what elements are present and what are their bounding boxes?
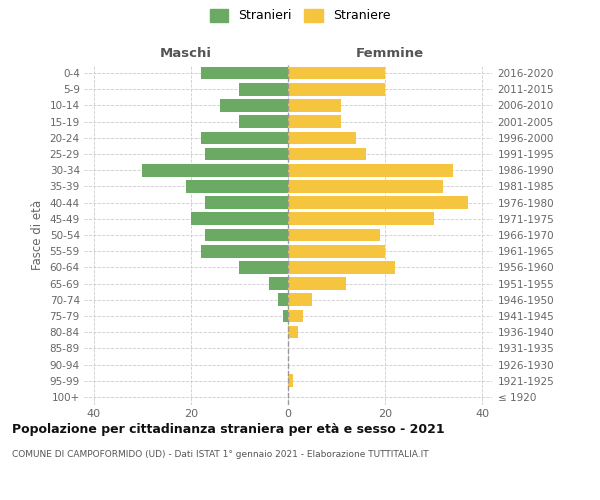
Bar [288,180,443,192]
Y-axis label: Fasce di età: Fasce di età [31,200,44,270]
Bar [269,278,288,290]
Bar [288,83,385,96]
Text: Femmine: Femmine [356,47,424,60]
Bar [288,261,395,274]
Bar [186,180,288,192]
Bar [278,294,288,306]
Bar [200,132,288,144]
Bar [239,83,288,96]
Text: Maschi: Maschi [160,47,212,60]
Bar [288,99,341,112]
Bar [288,245,385,258]
Bar [288,326,298,338]
Text: COMUNE DI CAMPOFORMIDO (UD) - Dati ISTAT 1° gennaio 2021 - Elaborazione TUTTITAL: COMUNE DI CAMPOFORMIDO (UD) - Dati ISTAT… [12,450,428,459]
Bar [288,374,293,387]
Bar [239,116,288,128]
Bar [288,310,302,322]
Bar [288,67,385,80]
Legend: Stranieri, Straniere: Stranieri, Straniere [209,8,391,22]
Bar [239,261,288,274]
Bar [288,294,312,306]
Text: Popolazione per cittadinanza straniera per età e sesso - 2021: Popolazione per cittadinanza straniera p… [12,422,445,436]
Bar [283,310,288,322]
Bar [191,212,288,225]
Bar [200,67,288,80]
Bar [205,148,288,160]
Bar [205,196,288,209]
Bar [288,196,468,209]
Bar [288,164,453,176]
Bar [288,212,434,225]
Bar [205,228,288,241]
Bar [288,116,341,128]
Bar [288,132,356,144]
Bar [288,148,366,160]
Bar [220,99,288,112]
Bar [288,278,346,290]
Bar [288,228,380,241]
Bar [142,164,288,176]
Bar [200,245,288,258]
